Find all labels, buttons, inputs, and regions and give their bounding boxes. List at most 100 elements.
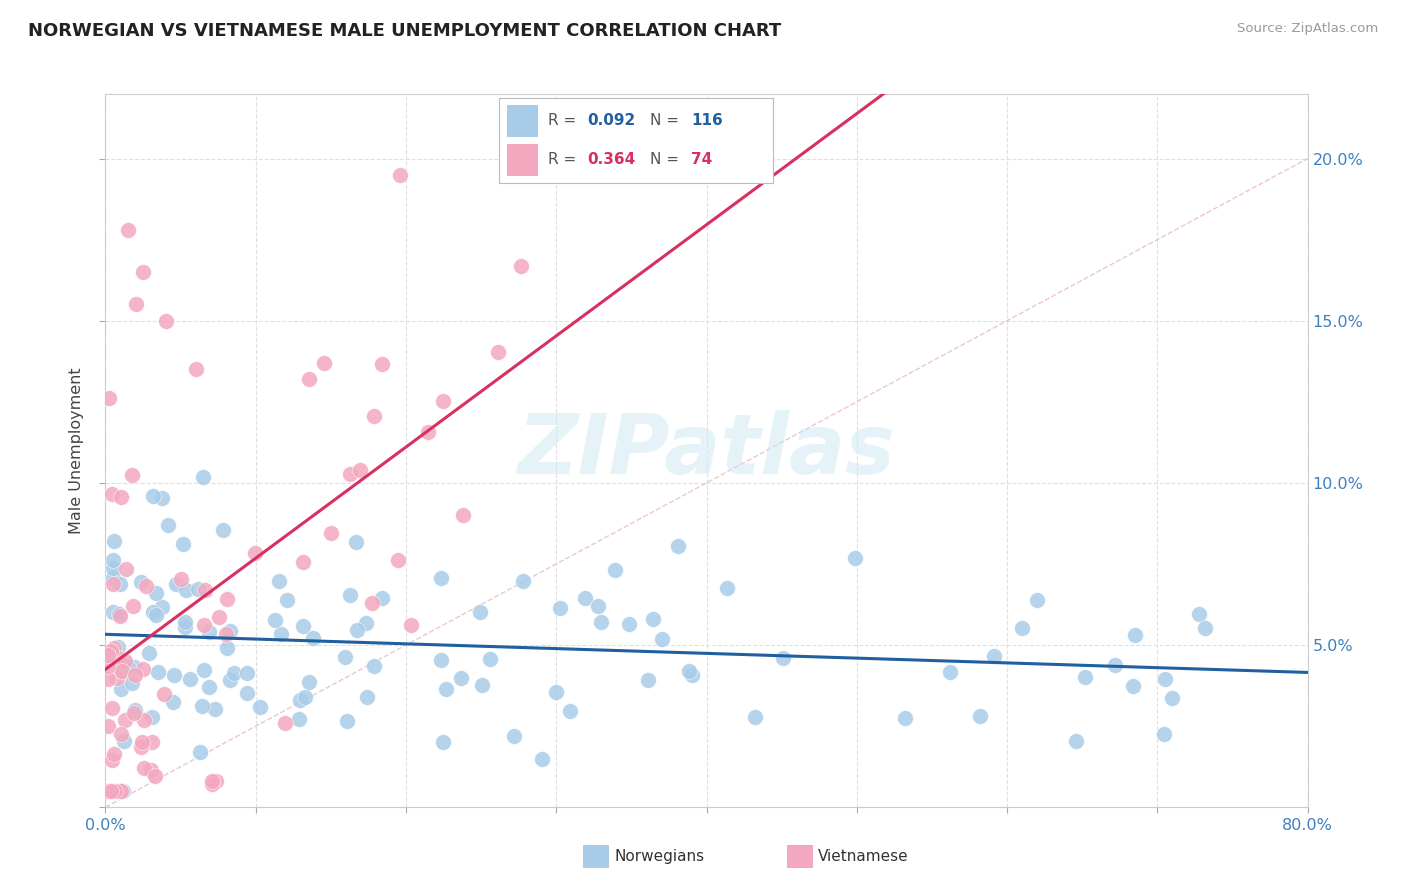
Point [1161,690,1184,705]
Point [574,591,596,605]
Text: Source: ZipAtlas.com: Source: ZipAtlas.com [1237,22,1378,36]
Point [430,652,453,666]
Point [637,673,659,687]
Point [531,751,554,765]
Point [117,223,139,237]
Point [194,583,217,598]
Point [510,259,533,273]
Point [124,668,146,682]
Text: Norwegians: Norwegians [614,849,704,863]
Point [349,463,371,477]
Point [938,665,960,679]
Point [101,605,124,619]
Point [479,652,502,666]
Point [302,632,325,646]
Point [97,659,120,673]
Point [193,618,215,632]
Point [101,577,124,591]
Point [291,555,314,569]
Point [1074,670,1097,684]
Point [236,666,259,681]
Point [844,551,866,566]
Point [772,651,794,665]
Point [110,784,132,798]
Point [212,523,235,537]
Point [591,615,613,629]
Point [219,673,242,688]
Point [174,583,197,598]
Point [263,613,285,627]
Point [132,761,155,775]
Point [335,714,357,728]
Point [1122,679,1144,693]
Point [666,539,689,553]
Point [617,616,640,631]
Point [356,690,378,704]
Point [122,599,145,614]
Point [155,314,177,328]
Point [434,681,457,696]
Point [450,671,472,685]
Point [101,553,124,567]
Point [344,534,367,549]
Point [108,664,131,678]
Point [162,667,184,681]
Point [132,265,155,279]
Point [651,632,673,646]
Point [486,345,509,359]
Point [333,650,356,665]
Point [292,619,315,633]
Point [418,425,440,440]
Point [141,735,163,749]
Point [1064,733,1087,747]
Point [603,563,626,577]
Point [1104,658,1126,673]
Point [122,659,145,673]
Point [124,703,146,717]
Point [97,784,120,798]
Point [288,693,311,707]
Point [101,644,124,658]
Point [201,777,224,791]
Point [141,710,163,724]
Point [100,784,122,798]
Point [110,490,132,504]
Point [135,579,157,593]
Text: R =: R = [548,152,582,167]
Point [276,593,298,607]
Point [110,665,132,679]
Point [110,681,132,696]
Point [97,719,120,733]
Point [1026,592,1049,607]
Point [184,362,207,376]
Point [114,713,136,727]
Point [139,764,162,778]
Point [131,734,153,748]
Point [152,687,174,701]
Text: 0.364: 0.364 [586,152,636,167]
Point [174,615,197,629]
Point [339,467,361,481]
Point [201,773,224,788]
Point [641,612,664,626]
Point [121,675,143,690]
Point [97,648,120,662]
Point [716,581,738,595]
Point [117,660,139,674]
Point [678,664,700,678]
Text: Vietnamese: Vietnamese [818,849,908,863]
Text: N =: N = [650,152,683,167]
Point [451,508,474,523]
Text: ZIPatlas: ZIPatlas [517,410,896,491]
Text: 0.092: 0.092 [586,113,636,128]
Point [100,701,122,715]
Point [105,671,128,685]
Point [107,640,129,654]
Bar [508,105,537,137]
Point [179,672,201,686]
Point [142,605,165,619]
Point [152,600,174,615]
Point [744,710,766,724]
Point [121,467,143,482]
Point [193,470,215,484]
